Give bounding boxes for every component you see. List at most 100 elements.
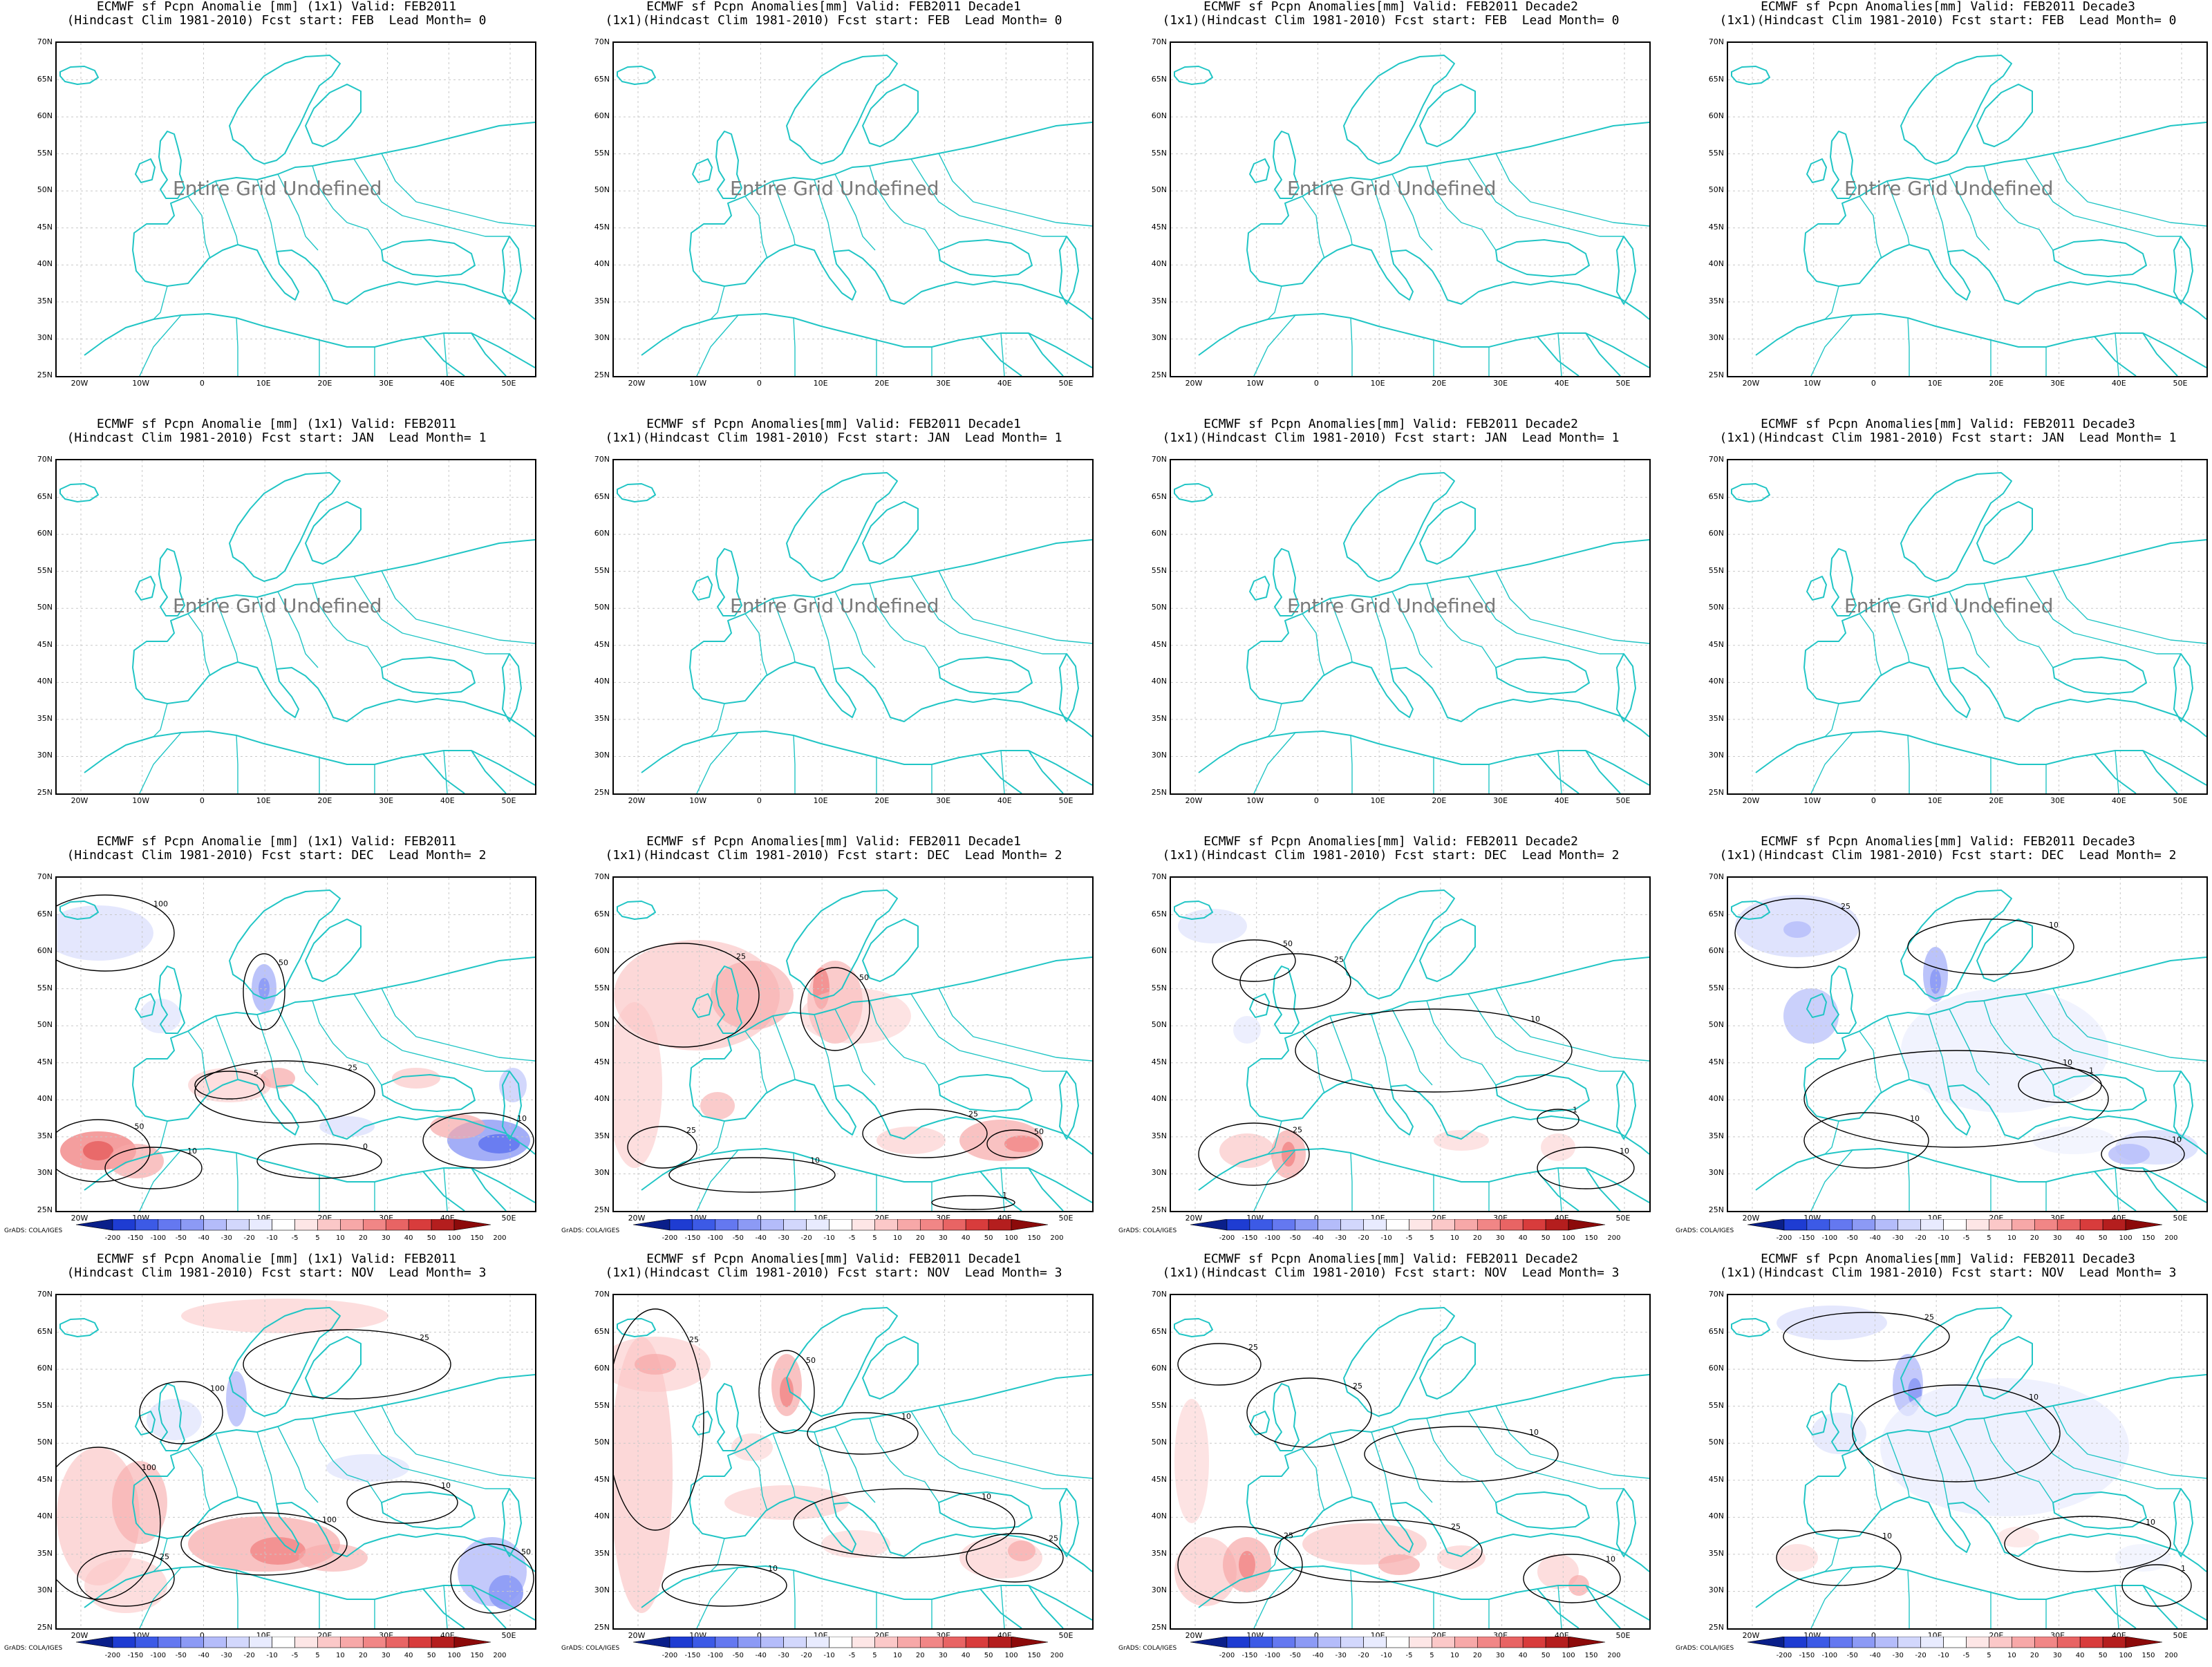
colorbar-swatch [1386,1219,1409,1231]
colorbar-tick-label: -40 [755,1234,767,1242]
colorbar-tick-label: -30 [1892,1234,1904,1242]
latitude-label: 65N [594,491,610,501]
latitude-label: 65N [1151,909,1167,919]
colorbar-tick-label: -20 [800,1234,812,1242]
latitude-label: 60N [594,529,610,538]
colorbar-tick-label: -20 [1915,1234,1927,1242]
contour-label: 50 [859,973,869,982]
coastline [786,1307,898,1417]
colorbar-tick-label: -5 [291,1652,299,1659]
latitude-label: 70N [1708,455,1724,464]
colorbar-swatch [783,1219,807,1231]
graticule [1728,460,2206,793]
colorbar-tick-label: -10 [823,1234,835,1242]
latitude-label: 50N [594,1438,610,1447]
country-border [1949,173,1990,251]
colorbar-swatch [1499,1219,1524,1231]
coastline [59,483,99,502]
latitude-label: 30N [37,1585,53,1595]
colorbar-tick-label: 100 [1004,1652,1018,1659]
forecast-panel: ECMWF sf Pcpn Anomalie [mm] (1x1) Valid:… [0,417,553,832]
map-canvas [1728,43,2206,376]
colorbar-tick-label: -50 [732,1234,744,1242]
country-border [1350,1570,1353,1628]
coastline [1246,539,1649,668]
latitude-label: 55N [1151,1400,1167,1410]
country-border [1907,1152,1910,1211]
coastline [1537,753,1580,793]
coastline [415,1115,535,1155]
coastline [1806,1411,1827,1435]
colorbar: -200 -150 -100 -50 -40 -30 -20 -10 -5 5 10 20 30 40 50… [69,1637,546,1659]
colorbar-tick-label: 100 [2119,1234,2133,1242]
anomaly-area [1434,1130,1489,1151]
graticule [57,1295,535,1628]
country-border [793,317,796,376]
forecast-panel: ECMWF sf Pcpn Anomalies[mm] Valid: FEB20… [1671,835,2212,1250]
country-border [312,165,382,251]
map-frame: 100 100 100 25 50 25 10 [55,1294,536,1630]
colorbar-tick-label: -30 [221,1234,232,1242]
colorbar-swatch [1897,1637,1921,1648]
country-border [1329,1433,1353,1498]
latitude-label: 35N [1708,713,1724,723]
colorbar-swatch [1477,1637,1501,1648]
country-border [744,1448,768,1511]
longitude-label: 0 [756,379,762,388]
latitude-label: 55N [1708,1400,1724,1410]
coastline [1198,1565,1649,1621]
coastline [1803,1079,2088,1140]
coastline [1419,84,1476,147]
coastline [415,698,535,737]
country-border [2025,1411,2181,1489]
longitude-label: 20E [317,796,332,805]
latitude-label: 60N [37,1364,53,1373]
longitude-label: 10E [1927,796,1942,805]
colorbar-tick-label: 5 [872,1652,877,1659]
colorbar: -200 -150 -100 -50 -40 -30 -20 -10 -5 5 10 20 30 40 50… [1741,1219,2212,1242]
coastline [692,158,713,183]
longitude-label: 50E [2173,796,2188,805]
contour-label: 25 [160,1552,169,1561]
panel-subtitle: (Hindcast Clim 1981-2010) Fcst start: DE… [66,848,487,863]
latitude-label: 40N [37,677,53,686]
graticule [1728,878,2206,1211]
country-border [256,179,277,252]
anomaly-area [57,905,153,961]
anomaly-area [1777,1306,1887,1340]
coastline [84,313,535,368]
colorbar-swatch [829,1637,852,1648]
latitude-label: 55N [37,148,53,158]
country-border [1391,173,1433,251]
longitude-label: 50E [2173,1631,2188,1640]
longitude-label: 20W [1185,1631,1203,1640]
country-border [910,158,1067,237]
latitude-label: 60N [1151,111,1167,121]
longitude-label: 20W [628,1214,646,1223]
coastline [471,750,507,793]
colorbar-tick-label: -50 [1846,1652,1858,1659]
colorbar-swatch [1943,1219,1967,1231]
latitude-label: 60N [1708,1364,1724,1373]
country-border [1329,180,1353,245]
latitude-label: 70N [1708,872,1724,881]
colorbar-swatch [738,1637,762,1648]
latitude-label: 35N [1151,1131,1167,1140]
coastline [2173,653,2193,722]
country-border [236,1152,238,1211]
forecast-panel: ECMWF sf Pcpn Anomalies[mm] Valid: FEB20… [1114,417,1667,832]
latitude-label: 50N [1708,1438,1724,1447]
colorbar-swatch [1295,1637,1319,1648]
country-border [443,1167,448,1211]
forecast-panel: ECMWF sf Pcpn Anomalie [mm] (1x1) Valid:… [0,835,553,1250]
forecast-panel: ECMWF sf Pcpn Anomalies[mm] Valid: FEB20… [1671,1252,2212,1667]
country-border [772,598,796,663]
colorbar-swatch [1920,1637,1944,1648]
coastline [692,1411,713,1435]
coastline-layer [1174,55,1649,376]
map-frame: Entire Grid Undefined [1170,41,1651,377]
coastline [1537,1588,1580,1628]
contour-line [104,1147,203,1189]
country-border [1495,153,1649,227]
longitude-label: 40E [440,796,455,805]
